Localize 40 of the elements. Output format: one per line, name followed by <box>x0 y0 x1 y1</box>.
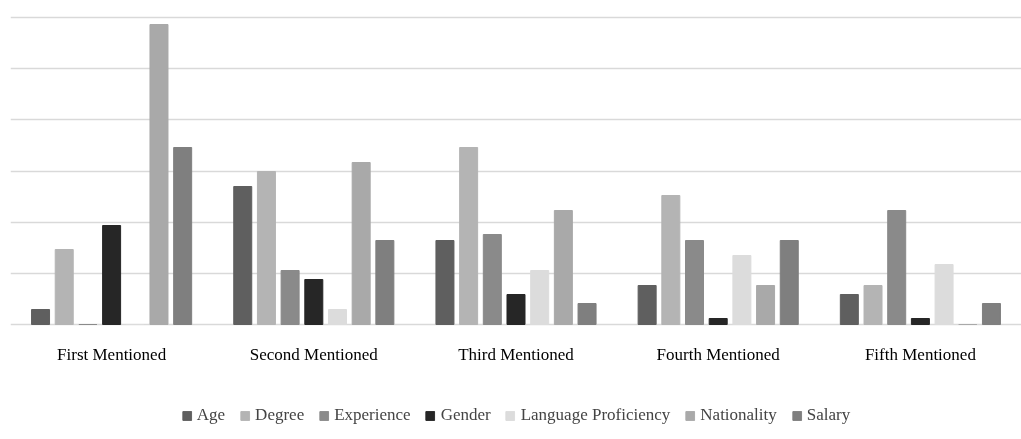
legend-label: Degree <box>255 405 305 425</box>
bar <box>375 240 395 325</box>
bar <box>304 279 324 325</box>
legend-label: Gender <box>440 405 491 425</box>
bar <box>506 294 526 325</box>
bar <box>54 249 74 325</box>
x-tick-label: Third Mentioned <box>458 345 575 364</box>
bar <box>173 147 193 325</box>
legend-label: Nationality <box>700 405 777 425</box>
legend-label: Experience <box>334 405 411 425</box>
x-tick-label: Second Mentioned <box>249 345 379 364</box>
bar <box>577 303 597 325</box>
bar <box>553 210 573 325</box>
bar <box>685 240 705 325</box>
bar <box>149 24 169 325</box>
x-tick-label: Fifth Mentioned <box>864 345 977 364</box>
bar <box>435 240 455 325</box>
bar <box>102 225 122 325</box>
bar <box>887 210 907 325</box>
bar <box>351 162 371 325</box>
legend-label: Age <box>196 405 226 425</box>
bar <box>779 240 799 325</box>
x-tick-label: Fourth Mentioned <box>656 345 781 364</box>
legend-label: Language Proficiency <box>520 405 671 425</box>
bar <box>31 309 51 325</box>
bar <box>863 285 883 325</box>
bar <box>256 171 276 325</box>
legend-label: Salary <box>806 405 851 425</box>
bar <box>756 285 776 325</box>
bar <box>839 294 859 325</box>
bar <box>233 186 253 325</box>
bar <box>981 303 1001 325</box>
bar <box>910 318 930 325</box>
bar <box>637 285 657 325</box>
bar <box>280 270 300 325</box>
bar <box>459 147 479 325</box>
bar <box>482 234 502 325</box>
bar <box>708 318 728 325</box>
x-tick-label: First Mentioned <box>57 345 167 364</box>
bar <box>661 195 681 325</box>
